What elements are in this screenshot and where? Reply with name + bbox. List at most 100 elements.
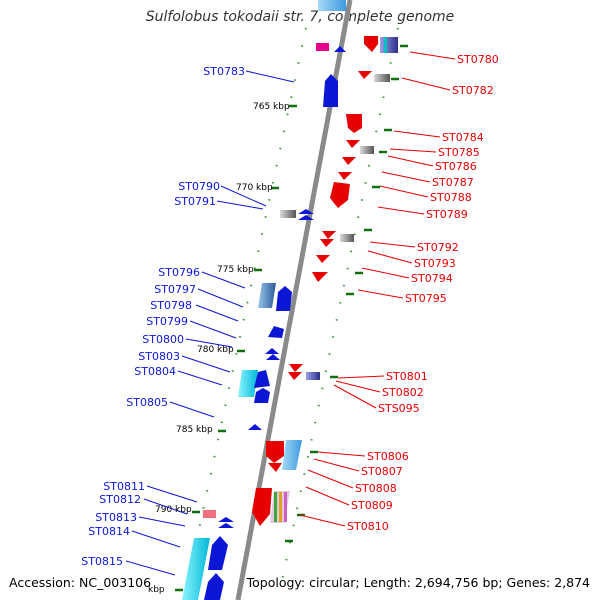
gene-label[interactable]: ST0792 — [417, 241, 459, 254]
gene-arrow[interactable] — [288, 372, 302, 380]
gene-label[interactable]: ST0802 — [382, 386, 424, 399]
accession-label: Accession: NC_003106 — [9, 575, 152, 590]
gene-arrow[interactable] — [289, 364, 303, 372]
gene-feature[interactable] — [274, 492, 277, 522]
gene-feature[interactable] — [280, 210, 296, 218]
gene-arrow[interactable] — [320, 239, 334, 247]
gene-arrow[interactable] — [252, 488, 272, 526]
gene-feature[interactable] — [306, 372, 320, 380]
gene-label[interactable]: ST0804 — [134, 365, 176, 378]
gene-arrow[interactable] — [248, 424, 262, 430]
gene-label[interactable]: ST0798 — [150, 299, 192, 312]
gene-label[interactable]: ST0796 — [158, 266, 200, 279]
gene-arrow[interactable] — [298, 215, 314, 220]
genome-stats-label: Topology: circular; Length: 2,694,756 bp… — [246, 575, 590, 590]
gene-label[interactable]: ST0793 — [414, 257, 456, 270]
gene-feature[interactable] — [182, 538, 210, 600]
right-gene-labels: ST0780 ST0782 ST0784 ST0785 ST0786 ST078… — [347, 53, 499, 533]
gene-label[interactable]: ST0780 — [457, 53, 499, 66]
left-callout-lines — [125, 70, 295, 576]
kbp-label: 790 kbp — [155, 505, 192, 515]
kbp-labels: 765 kbp 770 kbp 775 kbp 780 kbp 785 kbp … — [148, 102, 290, 595]
gene-label[interactable]: ST0790 — [178, 180, 220, 193]
gene-arrow[interactable] — [334, 46, 346, 52]
right-callout-lines — [299, 51, 456, 527]
gene-label[interactable]: ST0807 — [361, 465, 403, 478]
gene-arrow[interactable] — [204, 573, 224, 600]
gene-label[interactable]: ST0786 — [435, 160, 477, 173]
gene-label[interactable]: ST0787 — [432, 176, 474, 189]
gene-label[interactable]: ST0803 — [138, 350, 180, 363]
gene-label[interactable]: ST0809 — [351, 499, 393, 512]
gene-label[interactable]: ST0791 — [174, 195, 216, 208]
gene-label[interactable]: ST0795 — [405, 292, 447, 305]
gene-arrow[interactable] — [312, 272, 328, 282]
gene-feature[interactable] — [279, 492, 282, 522]
gene-arrow[interactable] — [342, 157, 356, 165]
gene-arrow[interactable] — [268, 326, 284, 338]
gene-label[interactable]: ST0785 — [438, 146, 480, 159]
gene-feature[interactable] — [282, 440, 302, 470]
gene-arrow[interactable] — [298, 209, 314, 214]
gene-feature[interactable] — [238, 370, 258, 397]
gene-feature[interactable] — [380, 37, 398, 53]
gene-feature[interactable] — [284, 492, 287, 522]
gene-arrow[interactable] — [266, 354, 280, 360]
gene-label[interactable]: ST0800 — [142, 333, 184, 346]
gene-feature[interactable] — [340, 234, 354, 242]
gene-arrow[interactable] — [330, 182, 350, 208]
gene-arrow[interactable] — [218, 523, 234, 528]
gene-feature[interactable] — [316, 43, 329, 51]
gene-arrow[interactable] — [316, 255, 330, 263]
gene-arrow[interactable] — [254, 388, 270, 403]
kbp-label: 780 kbp — [197, 345, 234, 355]
kbp-label: 770 kbp — [236, 183, 273, 193]
gene-label[interactable]: ST0797 — [154, 283, 196, 296]
gene-label[interactable]: ST0813 — [95, 511, 137, 524]
gene-feature[interactable] — [318, 0, 346, 11]
gene-label[interactable]: ST0799 — [146, 315, 188, 328]
gene-arrow[interactable] — [346, 114, 362, 133]
gene-label[interactable]: ST0782 — [452, 84, 494, 97]
gene-label[interactable]: ST0806 — [367, 450, 409, 463]
gene-label[interactable]: ST0808 — [355, 482, 397, 495]
gene-label[interactable]: ST0815 — [81, 555, 123, 568]
kbp-label: 775 kbp — [217, 265, 254, 275]
gene-arrow[interactable] — [218, 517, 234, 522]
gene-arrow[interactable] — [358, 71, 372, 79]
gene-label[interactable]: ST0788 — [430, 191, 472, 204]
gene-label[interactable]: ST0805 — [126, 396, 168, 409]
gene-arrow[interactable] — [268, 463, 282, 472]
gene-feature[interactable] — [203, 510, 216, 518]
gene-arrow[interactable] — [276, 286, 292, 311]
gene-feature[interactable] — [258, 283, 276, 308]
gene-arrow[interactable] — [323, 74, 338, 107]
gene-label[interactable]: ST0783 — [203, 65, 245, 78]
gene-label[interactable]: ST0814 — [88, 525, 130, 538]
gene-feature[interactable] — [360, 146, 374, 154]
gene-label[interactable]: ST0810 — [347, 520, 389, 533]
gene-arrow[interactable] — [346, 140, 360, 148]
gene-label[interactable]: STS095 — [378, 402, 420, 415]
map-title: Sulfolobus tokodaii str. 7, complete gen… — [145, 9, 455, 25]
gene-arrow[interactable] — [208, 536, 228, 570]
gene-label[interactable]: ST0801 — [386, 370, 428, 383]
gene-feature[interactable] — [384, 37, 387, 53]
gene-label[interactable]: ST0811 — [103, 480, 145, 493]
gene-label[interactable]: ST0784 — [442, 131, 484, 144]
gene-feature[interactable] — [374, 74, 390, 82]
gene-arrow[interactable] — [266, 441, 284, 463]
kbp-label: kbp — [148, 585, 165, 595]
gene-label[interactable]: ST0789 — [426, 208, 468, 221]
left-gene-labels: ST0783 ST0790 ST0791 ST0796 ST0797 ST079… — [81, 65, 245, 568]
gene-arrow[interactable] — [364, 36, 378, 52]
gene-arrow[interactable] — [254, 370, 270, 388]
gene-label[interactable]: ST0794 — [411, 272, 453, 285]
gene-label[interactable]: ST0812 — [99, 493, 141, 506]
gene-arrow[interactable] — [265, 348, 279, 354]
gene-arrow[interactable] — [322, 231, 336, 239]
gene-arrow[interactable] — [338, 172, 352, 180]
kbp-label: 765 kbp — [253, 102, 290, 112]
